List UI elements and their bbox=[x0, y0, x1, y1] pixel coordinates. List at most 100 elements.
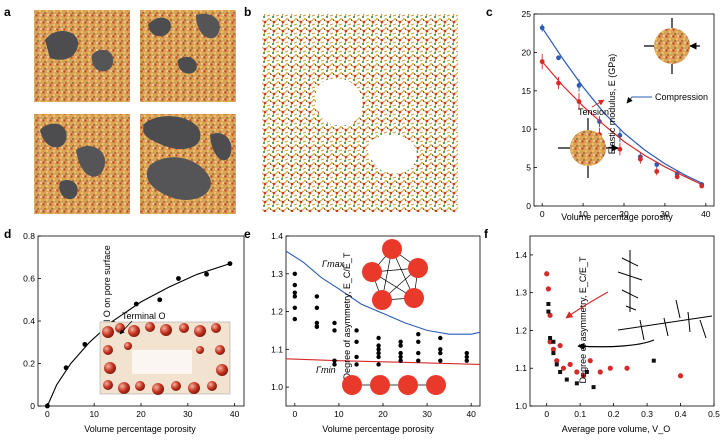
chart-e-ytick-label: 1.0 bbox=[271, 382, 283, 392]
network-max-icon bbox=[362, 239, 428, 310]
panel-a-letter: a bbox=[4, 5, 11, 19]
chart-f-xlabel: Average pore volume, V_O bbox=[562, 424, 670, 434]
pore-shape-branched-icon bbox=[617, 250, 643, 312]
pore-shape-linear-icon bbox=[617, 299, 713, 341]
chart-c-xtick-label: 40 bbox=[701, 209, 711, 219]
network-min-icon bbox=[342, 375, 446, 395]
chart-f-ytick-label: 1.3 bbox=[515, 288, 527, 298]
chart-e-point bbox=[398, 358, 403, 363]
linear-arrow bbox=[577, 339, 655, 350]
chart-d-point bbox=[82, 341, 88, 347]
panel-d: d 0 10 20 30 40 0 0.2 0.4 0.6 0.8 Fraction termin… bbox=[4, 227, 245, 434]
chart-f-red-point bbox=[607, 365, 613, 371]
chart-f-xtick-label: 0.5 bbox=[708, 409, 720, 419]
chart-d-xtick-label: 10 bbox=[89, 409, 99, 419]
annotation-tension: Tension bbox=[578, 107, 609, 117]
porous-block-4 bbox=[140, 114, 236, 214]
chart-f-red-point bbox=[557, 342, 563, 349]
chart-c-ylabel: Elastic modulus, E (GPa) bbox=[607, 54, 617, 155]
chart-e-point bbox=[332, 358, 337, 363]
chart-f-red-point bbox=[677, 373, 684, 379]
chart-c-tension-point bbox=[617, 146, 623, 152]
chart-e-xtick-label: 10 bbox=[334, 409, 344, 419]
chart-f-xtick-label: 0.3 bbox=[641, 409, 653, 419]
chart-e-point bbox=[464, 350, 469, 356]
chart-d-xtick-label: 20 bbox=[136, 409, 146, 419]
panel-b-letter: b bbox=[244, 5, 251, 19]
chart-e-point bbox=[376, 354, 381, 360]
chart-c-xtick-label: 0 bbox=[540, 209, 545, 219]
chart-c-compression-point bbox=[539, 25, 545, 31]
chart-f-red-point bbox=[554, 358, 560, 364]
chart-e-point bbox=[292, 316, 298, 322]
chart-e-point bbox=[354, 328, 359, 333]
chart-d-xtick-label: 30 bbox=[183, 409, 193, 419]
chart-e-point bbox=[354, 354, 359, 360]
chart-e-point bbox=[292, 305, 298, 310]
chart-f-black-point bbox=[558, 370, 563, 374]
chart-d-point bbox=[133, 301, 139, 307]
branched-arrow bbox=[565, 291, 609, 319]
chart-e-xtick-label: 40 bbox=[466, 409, 476, 419]
chart-d-ytick-label: 0.6 bbox=[23, 274, 35, 284]
chart-f-black-point bbox=[546, 309, 551, 314]
chart-f-xtick-label: 0.4 bbox=[675, 409, 687, 419]
chart-e-point bbox=[314, 294, 320, 299]
chart-d-xtick-label: 40 bbox=[230, 409, 240, 419]
chart-f-red-point bbox=[574, 369, 580, 375]
chart-e-point bbox=[354, 362, 359, 367]
chart-f-black-point bbox=[574, 381, 579, 386]
panel-c-letter: c bbox=[486, 5, 493, 19]
chart-e-ytick-label: 1.3 bbox=[271, 269, 283, 279]
chart-c-plot: 0 10 20 30 40 0 5 10 15 20 25 bbox=[522, 9, 715, 219]
chart-c-tension-point bbox=[699, 183, 705, 189]
chart-e-point bbox=[376, 350, 381, 356]
chart-f-red-point bbox=[547, 312, 553, 318]
chart-e-ytick-label: 1.1 bbox=[271, 344, 283, 354]
chart-e-point bbox=[464, 358, 469, 363]
chart-e-point bbox=[292, 290, 298, 295]
chart-e-xtick-label: 0 bbox=[292, 409, 297, 419]
pore-void-1 bbox=[315, 78, 363, 126]
chart-f-red-point bbox=[560, 365, 567, 371]
chart-e-point bbox=[398, 339, 403, 344]
chart-c-compression-point bbox=[576, 83, 582, 88]
chart-d-point bbox=[157, 297, 163, 303]
chart-f-black-point bbox=[564, 377, 569, 382]
chart-e-xlabel: Volume percentage porosity bbox=[322, 424, 434, 434]
chart-c-xtick-label: 30 bbox=[660, 209, 670, 219]
chart-e-point bbox=[464, 354, 469, 360]
chart-f-red-point bbox=[597, 369, 603, 375]
chart-e-point bbox=[438, 358, 443, 363]
annotation-compression: Compression bbox=[655, 92, 708, 102]
chart-d-point bbox=[63, 365, 69, 371]
chart-f-black-point bbox=[591, 385, 596, 390]
chart-f-red-point bbox=[624, 365, 630, 371]
panel-e-letter: e bbox=[244, 227, 251, 241]
chart-f-red-point bbox=[567, 361, 573, 368]
chart-c-ytick-label: 0 bbox=[526, 201, 531, 211]
chart-d-ytick-label: 0 bbox=[30, 401, 35, 411]
chart-d-xtick-label: 0 bbox=[45, 409, 50, 419]
chart-e-point bbox=[314, 324, 320, 329]
chart-f-black-point bbox=[554, 362, 559, 367]
chart-f-red-point bbox=[545, 286, 552, 292]
chart-d-point bbox=[44, 403, 50, 409]
chart-f-black-point bbox=[548, 336, 553, 340]
chart-e-point bbox=[292, 271, 298, 276]
chart-d-ytick-label: 0.8 bbox=[23, 231, 35, 241]
porous-block-3 bbox=[34, 114, 130, 214]
chart-f-red-point bbox=[550, 346, 557, 352]
chart-f-black-point bbox=[551, 339, 556, 344]
chart-f-ytick-label: 1.1 bbox=[515, 363, 527, 373]
terminal-o-arrow bbox=[119, 320, 133, 335]
panel-c: c 0 10 20 30 40 0 5 10 15 20 25 Elastic modulus, E… bbox=[486, 5, 715, 222]
chart-c-ytick-label: 25 bbox=[522, 9, 532, 19]
chart-e-point bbox=[438, 335, 443, 341]
panel-d-letter: d bbox=[4, 227, 11, 241]
chart-e-point bbox=[332, 328, 337, 333]
panel-f: f 0 0.1 0.2 0.3 0.4 0.5 1.0 1.1 1.2 1.3 1.4 Degree… bbox=[484, 227, 720, 434]
chart-f-ytick-label: 1.4 bbox=[515, 250, 527, 260]
tension-icon bbox=[558, 118, 618, 178]
